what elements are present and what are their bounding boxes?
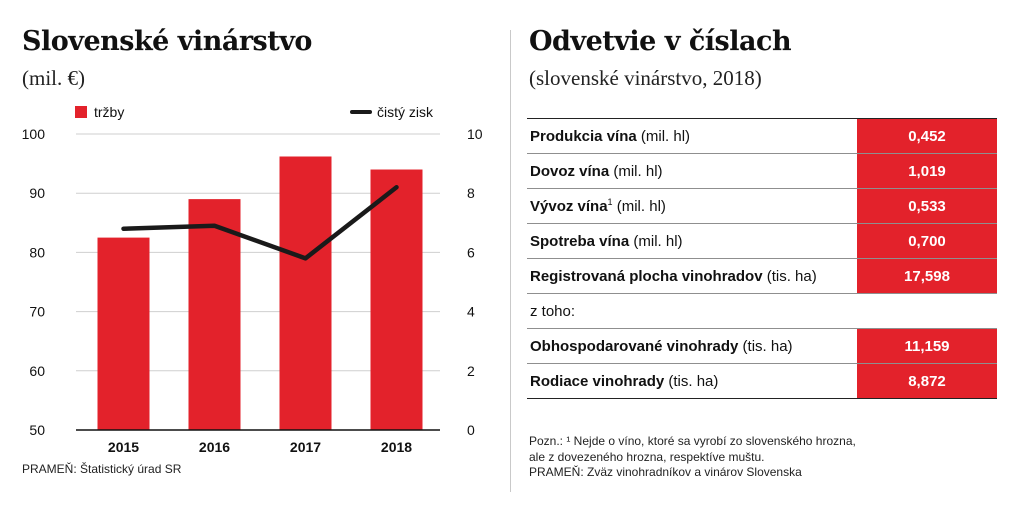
stats-row-value: 0,533 [857, 189, 997, 223]
x-tick-label: 2018 [381, 439, 412, 455]
y2-tick-label: 10 [467, 126, 483, 142]
legend-bar-label: tržby [94, 104, 124, 120]
chart-source: PRAMEŇ: Štatistický úrad SR [22, 462, 182, 476]
axes: 100 10 90 8 80 6 70 4 60 2 50 0 2015 2016 2017 2018 [22, 126, 483, 455]
footnote-line: PRAMEŇ: Zväz vinohradníkov a vinárov Slo… [529, 465, 802, 479]
y-tick-label: 50 [29, 422, 45, 438]
y2-tick-label: 6 [467, 244, 475, 260]
x-tick-label: 2017 [290, 439, 321, 455]
stats-table: Produkcia vína (mil. hl) 0,452 Dovoz vín… [527, 118, 997, 399]
stats-row-label: Registrovaná plocha vinohradov (tis. ha) [530, 267, 817, 285]
y2-tick-label: 0 [467, 422, 475, 438]
y2-tick-label: 8 [467, 185, 475, 201]
profit-line-layer [121, 185, 399, 261]
x-tick-label: 2016 [199, 439, 230, 455]
y-tick-label: 100 [22, 126, 46, 142]
stats-row: Obhospodarované vinohrady (tis. ha) 11,1… [527, 329, 997, 364]
stats-row: Dovoz vína (mil. hl) 1,019 [527, 154, 997, 189]
table-subtitle: (slovenské vinárstvo, 2018) [529, 66, 762, 90]
stats-row-value: 17,598 [857, 259, 997, 293]
bar [370, 169, 423, 430]
chart-title: Slovenské vinárstvo [22, 26, 312, 57]
legend-line-label: čistý zisk [377, 104, 434, 120]
bar [279, 156, 332, 430]
stats-row-label: Vývoz vína1 (mil. hl) [530, 197, 666, 215]
profit-line [121, 185, 399, 261]
y-tick-label: 90 [29, 185, 45, 201]
stats-row-value: 0,452 [857, 119, 997, 153]
stats-row: Rodiace vinohrady (tis. ha) 8,872 [527, 364, 997, 399]
stats-row: Registrovaná plocha vinohradov (tis. ha)… [527, 259, 997, 294]
table-title: Odvetvie v číslach [529, 26, 792, 57]
stats-row-value: 0,700 [857, 224, 997, 258]
legend: tržby čistý zisk [75, 104, 434, 120]
x-tick-label: 2015 [108, 439, 139, 455]
stats-subheading: z toho: [527, 294, 997, 329]
bar [188, 199, 241, 430]
stats-row: Vývoz vína1 (mil. hl) 0,533 [527, 189, 997, 224]
stats-row-label: Spotreba vína (mil. hl) [530, 232, 683, 250]
y-tick-label: 60 [29, 363, 45, 379]
column-divider [510, 30, 511, 492]
y-tick-label: 70 [29, 304, 45, 320]
bars [97, 156, 423, 430]
stats-row-label: Obhospodarované vinohrady (tis. ha) [530, 337, 793, 355]
bar [97, 237, 150, 430]
footnote-line: Pozn.: ¹ Nejde o víno, ktoré sa vyrobí z… [529, 434, 856, 448]
y2-tick-label: 4 [467, 304, 475, 320]
y-tick-label: 80 [29, 244, 45, 260]
stats-row-label: Produkcia vína (mil. hl) [530, 127, 691, 145]
stats-row-value: 11,159 [857, 329, 997, 363]
revenue-profit-chart: 100 10 90 8 80 6 70 4 60 2 50 0 2015 2016 2017 2018 trž… [22, 104, 483, 455]
stats-row-label: Rodiace vinohrady (tis. ha) [530, 372, 719, 390]
stats-row-value: 1,019 [857, 154, 997, 188]
table-footnotes: Pozn.: ¹ Nejde o víno, ktoré sa vyrobí z… [529, 434, 856, 481]
footnote-line: ale z dovezeného hrozna, respektíve mušt… [529, 449, 765, 464]
stats-subheading-label: z toho: [530, 302, 576, 320]
legend-bar-swatch [75, 106, 87, 118]
stats-row-value: 8,872 [857, 364, 997, 398]
chart-unit-label: (mil. €) [22, 66, 85, 90]
stats-row: Produkcia vína (mil. hl) 0,452 [527, 119, 997, 154]
stats-row: Spotreba vína (mil. hl) 0,700 [527, 224, 997, 259]
stats-row-label: Dovoz vína (mil. hl) [530, 162, 663, 180]
y2-tick-label: 2 [467, 363, 475, 379]
